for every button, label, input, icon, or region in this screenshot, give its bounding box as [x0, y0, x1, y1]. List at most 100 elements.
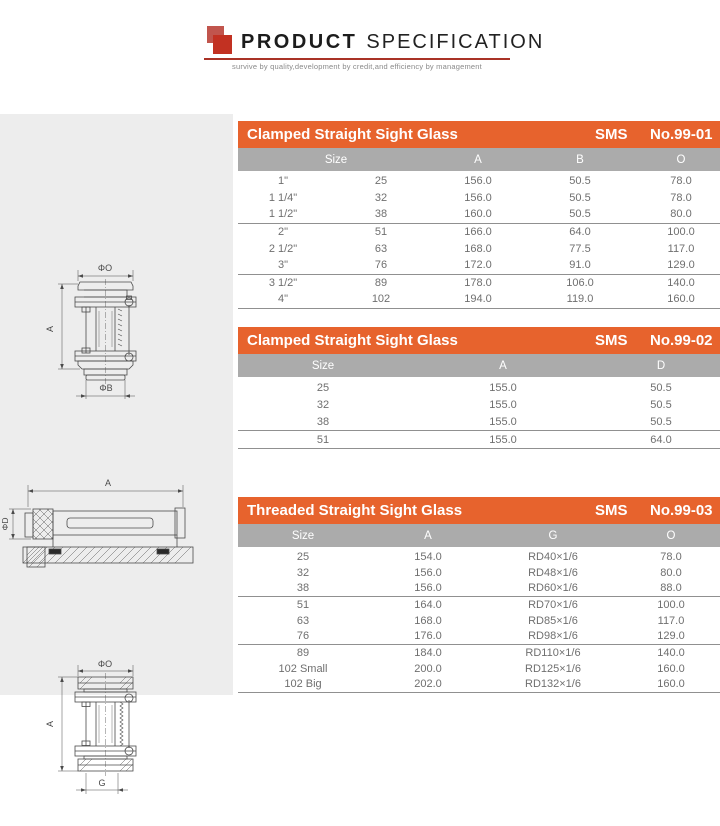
table-cell: RD110×1/6 — [525, 646, 581, 659]
table-cell: 2" — [277, 226, 289, 239]
table-cell: 25 — [238, 377, 408, 396]
spec-table-clamped-1: Clamped Straight Sight Glass SMS No.99-0… — [238, 121, 720, 309]
table-row: 63 168.0 RD85×1/6 117.0 — [238, 613, 720, 629]
table-cell: 156.0 — [464, 191, 492, 204]
table-row: 102 Big 202.0 RD132×1/6 160.0 — [238, 676, 720, 694]
table-cell: 32 — [374, 191, 388, 204]
table-cell: 140.0 — [657, 646, 685, 659]
dim-label-phi-d: ΦD — [0, 518, 10, 531]
table-cell: 184.0 — [414, 646, 442, 659]
table-cell: 178.0 — [464, 276, 492, 289]
table-number: No.99-01 — [650, 126, 713, 143]
spec-table-clamped-2: Clamped Straight Sight Glass SMS No.99-0… — [238, 327, 720, 449]
table-row: 1" 25 156.0 50.5 78.0 — [238, 171, 720, 190]
table-cell: 160.0 — [638, 291, 720, 309]
drawing-sight-glass-section: A ΦD — [0, 478, 194, 568]
table-cell: 129.0 — [638, 256, 720, 275]
table-cell: 38 — [328, 206, 434, 224]
table-cell: 160.0 — [434, 206, 522, 224]
column-header: O — [638, 148, 720, 173]
table-cell: RD132×1/6 — [488, 676, 618, 694]
column-header: Size — [238, 354, 408, 379]
table-cell: 154.0 — [368, 547, 488, 565]
table-cell: 63 — [374, 242, 388, 255]
table-row: 102 Small 200.0 RD125×1/6 160.0 — [238, 661, 720, 677]
column-header: O — [618, 524, 720, 549]
table-cell: 102 — [328, 291, 434, 309]
brand-divider — [204, 58, 510, 60]
column-header-row: Size A G O — [238, 524, 720, 549]
table-cell: 51 — [296, 598, 310, 611]
dim-label-a: A — [105, 478, 111, 488]
product-specification-page: { "brand": { "name_bold": "PRODUCT", "na… — [0, 26, 720, 794]
table-cell: 50.5 — [598, 413, 720, 431]
table-cell: 76 — [328, 256, 434, 275]
table-cell: 50.5 — [522, 171, 638, 190]
table-cell: 106.0 — [566, 276, 594, 289]
table-cell: 91.0 — [522, 256, 638, 275]
table-cell: 78.0 — [638, 171, 720, 190]
table-cell: 25 — [238, 547, 368, 565]
table-cell: 117.0 — [667, 242, 695, 255]
table-cell: 80.0 — [638, 206, 720, 224]
table-row: 76 176.0 RD98×1/6 129.0 — [238, 628, 720, 646]
table-title-bar: Threaded Straight Sight Glass SMS No.99-… — [238, 497, 720, 524]
table-row: 32 156.0 RD48×1/6 80.0 — [238, 565, 720, 581]
brand-title: PRODUCT SPECIFICATION — [241, 31, 544, 54]
table-cell: 89 — [374, 276, 388, 289]
table-cell: 32 — [316, 398, 330, 411]
table-cell: 117.0 — [657, 614, 685, 627]
table-cell: 160.0 — [657, 662, 685, 675]
table-cell: 156.0 — [434, 171, 522, 190]
table-cell: 25 — [328, 171, 434, 190]
table-cell: 1 1/4" — [268, 191, 298, 204]
table-cell: 76 — [238, 628, 368, 646]
table-cell: RD85×1/6 — [528, 614, 578, 627]
table-cell: 140.0 — [667, 276, 695, 289]
column-header: G — [488, 524, 618, 549]
table-cell: 50.5 — [522, 206, 638, 224]
table-cell: RD60×1/6 — [488, 580, 618, 598]
table-cell: 77.5 — [569, 242, 591, 255]
dim-label-phi-b: ΦB — [99, 383, 112, 393]
table-cell: 202.0 — [368, 676, 488, 694]
table-cell: 102 Big — [238, 676, 368, 694]
table-cell: 166.0 — [464, 226, 492, 239]
table-cell: RD48×1/6 — [528, 566, 578, 579]
table-cell: 1 1/2" — [238, 206, 328, 224]
table-cell: 78.0 — [670, 191, 692, 204]
column-header: B — [522, 148, 638, 173]
table-row: 25 155.0 50.5 — [238, 377, 720, 396]
dimension-table: Size A D 25 155.0 50.5 32 155.0 50.5 38 155.0 50.5 5… — [238, 354, 720, 449]
table-number: No.99-03 — [650, 502, 713, 519]
column-header: Size — [238, 524, 368, 549]
table-cell: 3 1/2" — [268, 276, 298, 289]
table-cell: 129.0 — [618, 628, 720, 646]
table-row: 51 155.0 64.0 — [238, 430, 720, 449]
column-header-row: Size A B O — [238, 148, 720, 173]
table-cell: 100.0 — [667, 226, 695, 239]
table-cell: 119.0 — [522, 291, 638, 309]
table-standard: SMS — [595, 502, 628, 519]
drawings-panel: ΦO A ΦB — [0, 114, 233, 794]
table-cell: 155.0 — [489, 398, 517, 411]
column-header: A — [368, 524, 488, 549]
table-cell: 50.5 — [650, 398, 672, 411]
table-cell: 155.0 — [408, 413, 598, 431]
table-title-bar: Clamped Straight Sight Glass SMS No.99-0… — [238, 327, 720, 354]
table-cell: 2 1/2" — [268, 242, 298, 255]
dim-label-a: A — [45, 721, 55, 727]
table-cell: 155.0 — [408, 377, 598, 396]
table-cell: 38 — [238, 413, 408, 431]
table-cell: 63 — [296, 614, 310, 627]
dim-label-phi-o: ΦO — [98, 659, 112, 669]
table-row: 51 164.0 RD70×1/6 100.0 — [238, 597, 720, 613]
table-cell: 89 — [296, 646, 310, 659]
table-cell: 88.0 — [618, 580, 720, 598]
table-row: 89 184.0 RD110×1/6 140.0 — [238, 645, 720, 661]
table-row: 32 155.0 50.5 — [238, 396, 720, 413]
dim-label-g: G — [98, 778, 105, 788]
table-cell: RD70×1/6 — [528, 598, 578, 611]
drawing-threaded-sight-glass: ΦO A G — [45, 659, 137, 794]
table-cell: 50.5 — [598, 377, 720, 396]
